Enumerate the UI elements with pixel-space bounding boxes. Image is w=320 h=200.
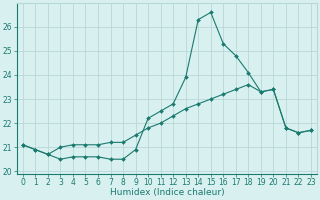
X-axis label: Humidex (Indice chaleur): Humidex (Indice chaleur): [109, 188, 224, 197]
